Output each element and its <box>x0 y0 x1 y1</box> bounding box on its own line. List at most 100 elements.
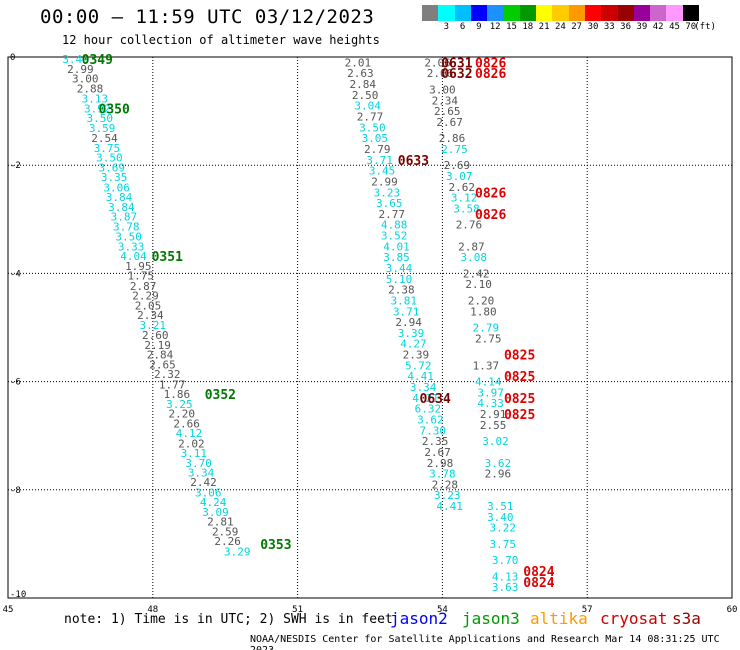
legend-swatch <box>617 5 634 21</box>
swh-value-label: 4.01 <box>383 240 410 253</box>
swh-value-label: 2.84 <box>147 349 174 362</box>
swh-value-label: 3.50 <box>96 152 123 165</box>
swh-value-label: 4.13 <box>492 570 519 583</box>
swh-value-label: 2.20 <box>169 408 196 421</box>
swh-value-label: 2.59 <box>212 525 239 538</box>
swh-value-label: 4.24 <box>200 496 227 509</box>
swh-value-label: 3.84 <box>108 201 135 214</box>
swh-value-label: 3.92 <box>84 102 111 115</box>
swh-value-label: 3.34 <box>410 381 437 394</box>
legend-tick-label: 21 <box>538 22 550 32</box>
legend-swatch <box>633 5 651 21</box>
swh-value-label: 3.52 <box>381 230 408 243</box>
swh-value-label: 2.65 <box>434 105 461 118</box>
pass-time-label: 0826 <box>475 208 506 223</box>
legend-tick-label: 3 <box>443 22 449 32</box>
y-tick-label: -4 <box>10 269 21 279</box>
swh-value-label: 2.05 <box>135 299 162 312</box>
swh-value-label: 2.42 <box>190 476 217 489</box>
swh-value-label: 3.75 <box>94 142 121 155</box>
swh-value-label: 2.29 <box>132 290 159 303</box>
swh-value-label: 2.34 <box>432 94 459 107</box>
swh-value-label: 2.98 <box>427 457 454 470</box>
swh-value-label: 2.42 <box>463 267 490 280</box>
swh-value-label: 4.33 <box>477 397 504 410</box>
swh-value-label: 3.00 <box>429 83 456 96</box>
swh-value-label: 4.41 <box>407 370 434 383</box>
swh-value-label: 2.28 <box>432 478 459 491</box>
swh-value-label: 3.78 <box>429 468 456 481</box>
chart-title: 00:00 – 11:59 UTC 03/12/2023 <box>40 6 375 28</box>
legend-swatch <box>422 5 439 21</box>
legend-tick-label: 70 <box>685 22 697 32</box>
swh-value-label: 3.29 <box>224 545 251 558</box>
swh-value-label: 3.97 <box>477 386 504 399</box>
pass-time-label: 0634 <box>420 392 451 407</box>
legend-tick-label: 18 <box>522 22 534 32</box>
swh-value-label: 2.32 <box>154 368 181 381</box>
pass-time-label: 0825 <box>504 370 535 385</box>
legend-tick-label: 24 <box>554 22 566 32</box>
swh-value-label: 2.60 <box>142 329 169 342</box>
swh-value-label: 3.05 <box>362 132 389 145</box>
swh-value-label: 3.11 <box>181 447 208 460</box>
swh-value-label: 3.44 <box>386 262 413 275</box>
y-tick-label: -10 <box>10 590 26 600</box>
swh-value-label: 3.12 <box>451 192 478 205</box>
swh-value-label: 3.62 <box>485 457 512 470</box>
legend-swatch <box>536 5 553 21</box>
legend-tick-label: 9 <box>476 22 482 32</box>
swh-value-label: 3.45 <box>369 165 396 178</box>
swh-value-label: 2.79 <box>364 143 391 156</box>
swh-value-label: 3.84 <box>106 191 133 204</box>
swh-value-label: 3.09 <box>202 506 229 519</box>
y-tick-label: -2 <box>10 161 21 171</box>
mission-label-s3a: s3a <box>672 609 701 628</box>
pass-time-label: 0824 <box>523 565 554 580</box>
legend-unit: (ft) <box>694 22 716 32</box>
swh-value-label: 2.62 <box>448 181 475 194</box>
pass-time-label: 0633 <box>398 154 429 169</box>
swh-value-label: 3.75 <box>489 538 516 551</box>
legend-tick-label: 33 <box>603 22 615 32</box>
pass-time-label: 0632 <box>441 67 472 82</box>
swh-value-label: 2.39 <box>403 349 430 362</box>
pass-time-label: 0824 <box>523 576 554 591</box>
swh-value-label: 3.78 <box>113 220 140 233</box>
legend-swatch <box>470 5 488 21</box>
swh-value-label: 2.96 <box>485 468 512 481</box>
pass-time-label: 0826 <box>475 67 506 82</box>
x-tick-label: 60 <box>727 605 738 615</box>
swh-value-label: 2.26 <box>214 535 241 548</box>
swh-value-label: 2.10 <box>465 278 492 291</box>
x-tick-label: 54 <box>437 605 448 615</box>
swh-value-label: 2.20 <box>468 294 495 307</box>
legend-swatch <box>584 5 602 21</box>
swh-value-label: 2.54 <box>91 132 118 145</box>
swh-value-label: 3.06 <box>195 487 222 500</box>
pass-time-label: 0352 <box>205 388 236 403</box>
swh-value-label: 4.14 <box>475 376 502 389</box>
swh-value-label: 2.75 <box>441 143 468 156</box>
footer-note: note: 1) Time is in UTC; 2) SWH is in fe… <box>64 612 393 627</box>
swh-value-label: 3.08 <box>461 251 488 264</box>
mission-label-altika: altika <box>530 609 588 628</box>
swh-value-label: 3.34 <box>188 466 215 479</box>
swh-value-label: 3.50 <box>115 231 142 244</box>
swh-value-label: 3.33 <box>118 240 145 253</box>
swh-value-label: 2.35 <box>422 435 449 448</box>
swh-value-label: 2.87 <box>458 240 485 253</box>
swh-value-label: 2.76 <box>456 219 483 232</box>
swh-value-label: 3.71 <box>366 154 393 167</box>
legend-swatch <box>650 5 667 21</box>
swh-value-label: 5.10 <box>386 273 413 286</box>
swh-value-label: 6.32 <box>415 403 442 416</box>
legend-tick-label: 30 <box>587 22 599 32</box>
swh-value-label: 3.21 <box>140 319 167 332</box>
pass-time-label: 0825 <box>504 408 535 423</box>
swh-value-label: 3.35 <box>101 171 128 184</box>
swh-value-label: 2.99 <box>67 63 94 76</box>
legend-swatch <box>519 5 537 21</box>
